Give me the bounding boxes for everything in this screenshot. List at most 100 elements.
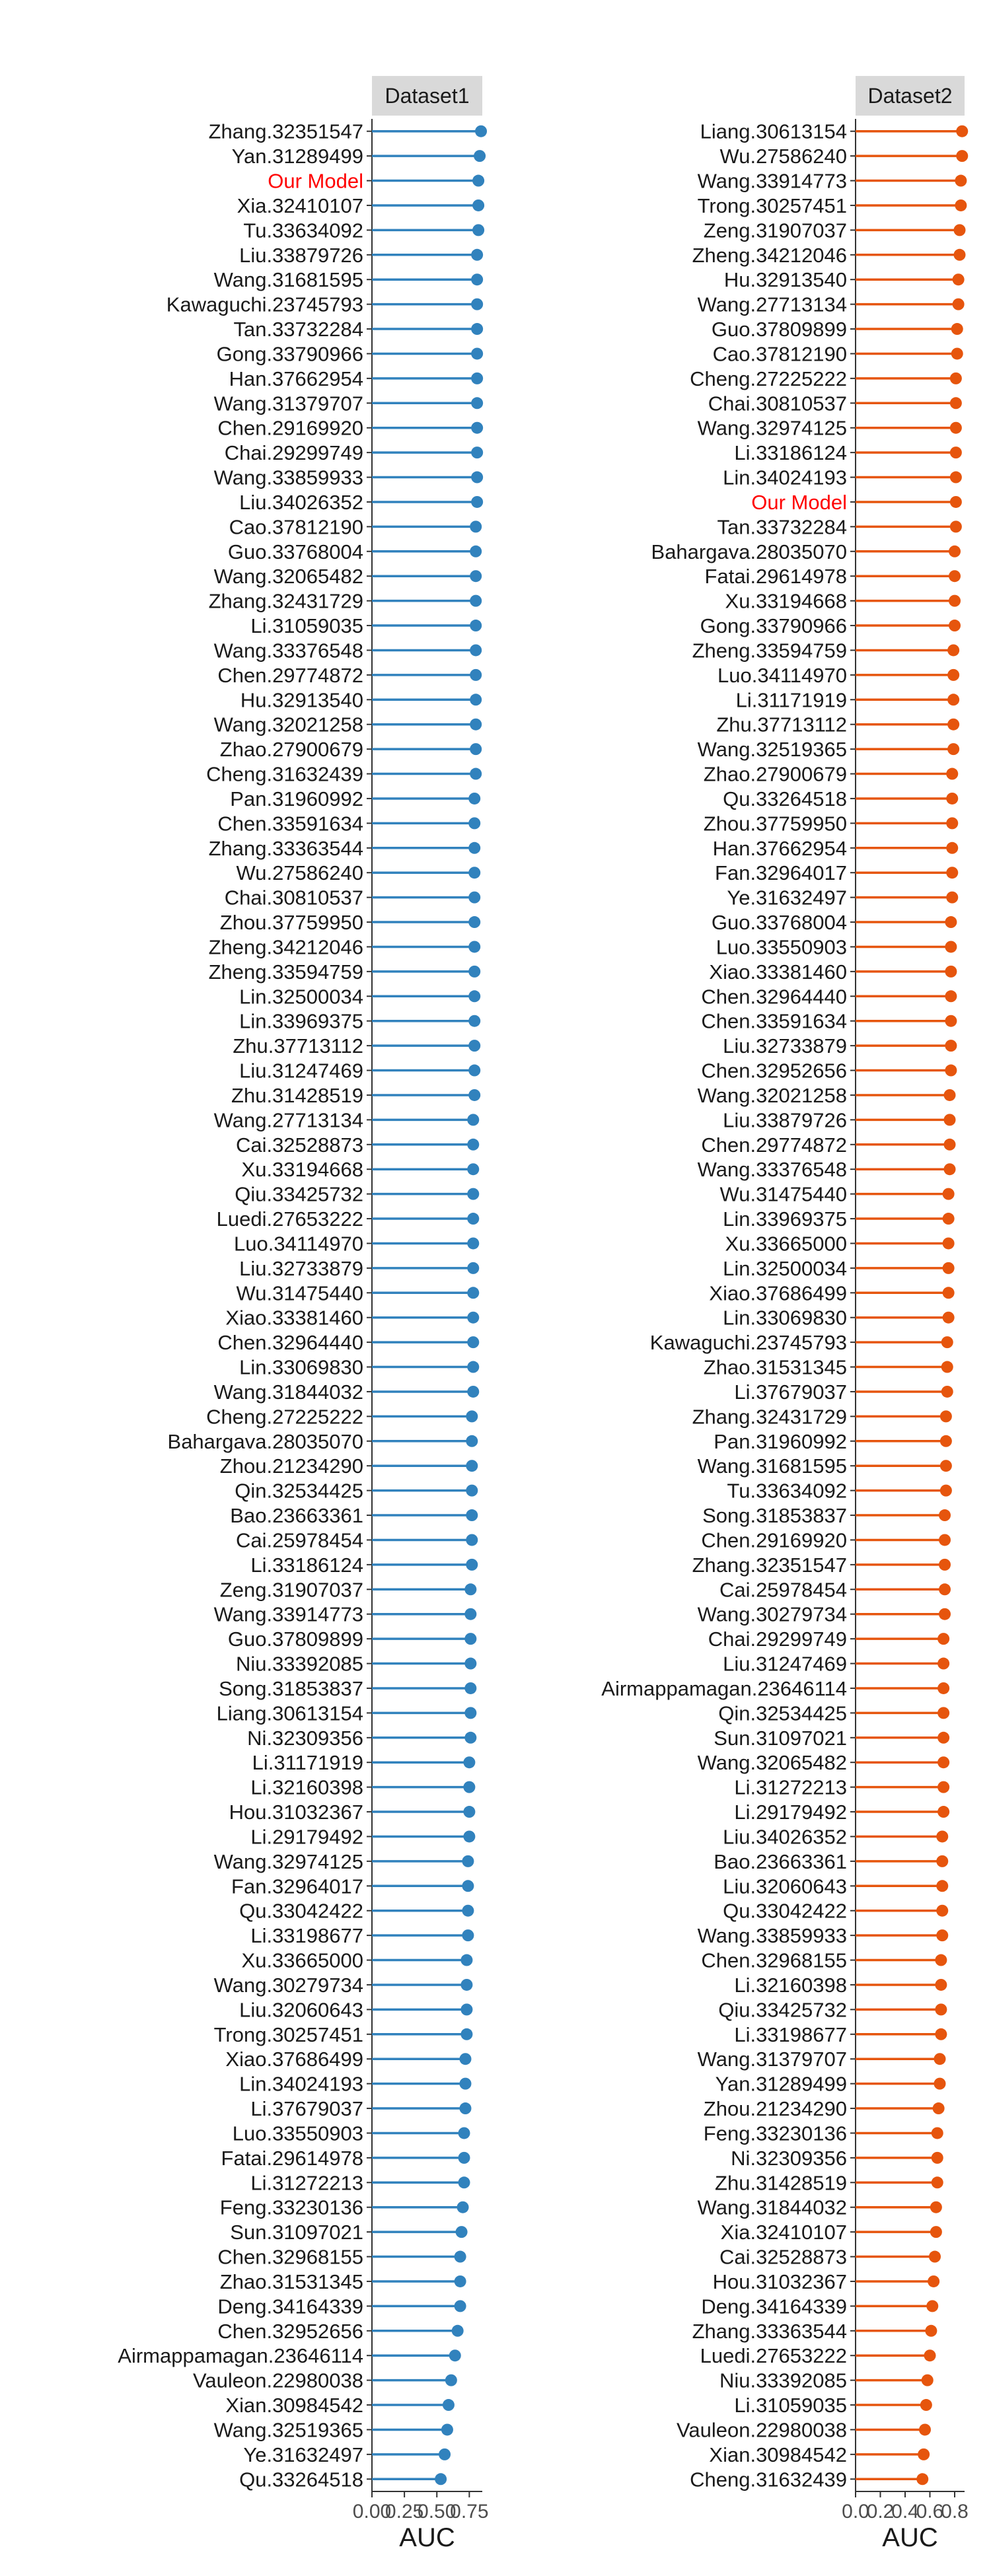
y-tick-label: Luedi.27653222	[700, 2344, 847, 2367]
lollipop-point	[470, 594, 482, 607]
y-tick-label: Chen.32964440	[701, 985, 847, 1008]
lollipop-point	[472, 199, 485, 211]
y-tick-label: Li.29179492	[250, 1825, 363, 1848]
y-tick-label: Wu.31475440	[720, 1183, 847, 1206]
y-tick-label: Li.31171919	[252, 1751, 363, 1774]
y-tick-label: Vauleon.22980038	[677, 2418, 847, 2441]
lollipop-point	[930, 2201, 942, 2213]
lollipop-point	[470, 644, 482, 657]
y-tick-label: Kawaguchi.23745793	[166, 293, 363, 316]
lollipop-point	[919, 2423, 931, 2436]
y-tick-label: Ni.32309356	[731, 2147, 847, 2170]
x-tick-label: 0.4	[891, 2501, 919, 2522]
y-tick-label: Liu.34026352	[723, 1825, 847, 1848]
lollipop-point	[470, 620, 482, 632]
y-tick-label: Trong.30257451	[698, 194, 847, 217]
y-tick-label: Zhang.32351547	[209, 120, 363, 143]
lollipop-point	[949, 594, 961, 607]
y-tick-label: Zeng.31907037	[220, 1578, 363, 1601]
lollipop-point	[939, 1435, 952, 1447]
lollipop-point	[946, 817, 959, 830]
lollipop-point	[932, 2102, 945, 2115]
y-tick-label: Niu.33392085	[236, 1653, 363, 1676]
y-tick-label: Hou.31032367	[713, 2270, 847, 2293]
lollipop-point	[458, 2127, 470, 2139]
lollipop-point	[942, 1262, 955, 1274]
y-tick-label: Liu.32060643	[239, 1998, 363, 2021]
y-tick-label: Zhu.37713112	[716, 713, 847, 736]
y-tick-label: Gong.33790966	[217, 342, 363, 365]
lollipop-point	[459, 2102, 472, 2115]
y-tick-label: Luo.34114970	[717, 664, 847, 687]
y-tick-label: Chen.33591634	[701, 1010, 847, 1033]
x-tick-label: 0.75	[450, 2501, 488, 2522]
lollipop-point	[466, 1410, 478, 1423]
y-tick-label: Xiao.33381460	[709, 960, 847, 984]
lollipop-point	[471, 372, 484, 384]
y-tick-label: Chen.33591634	[217, 812, 363, 835]
lollipop-point	[953, 248, 966, 261]
y-tick-label: Han.37662954	[229, 367, 363, 390]
y-tick-label: Li.31171919	[736, 688, 847, 711]
lollipop-point	[928, 2275, 940, 2287]
panel-2: Dataset2Liang.30613154Wu.27586240Wang.33…	[601, 76, 969, 2552]
y-tick-label: Xiao.37686499	[225, 2048, 363, 2071]
y-tick-label: Zhu.31428519	[231, 1084, 363, 1107]
lollipop-point	[943, 1089, 956, 1101]
lollipop-point	[941, 1336, 953, 1349]
y-tick-label: Cheng.31632439	[690, 2468, 847, 2491]
panel-strip	[372, 76, 482, 116]
lollipop-point	[454, 2250, 466, 2263]
y-tick-label: Qu.33042422	[239, 1900, 363, 1923]
y-tick-label: Sun.31097021	[714, 1727, 847, 1750]
lollipop-point	[939, 1509, 951, 1522]
lollipop-point	[467, 1287, 480, 1299]
y-tick-label: Fan.32964017	[715, 861, 847, 884]
lollipop-point	[470, 718, 482, 731]
y-tick-label: Lin.33069830	[239, 1356, 363, 1379]
lollipop-point	[945, 1040, 957, 1052]
y-tick-label: Chen.29774872	[701, 1133, 847, 1157]
y-tick-label: Zhang.32431729	[209, 590, 363, 613]
y-tick-label: Gong.33790966	[700, 614, 847, 637]
lollipop-point	[467, 1385, 480, 1398]
y-tick-label: Liu.32060643	[723, 1875, 847, 1898]
lollipop-point	[471, 248, 484, 261]
y-tick-label: Wang.32065482	[214, 565, 363, 588]
y-tick-label: Wang.32065482	[698, 1751, 847, 1774]
y-tick-label: Feng.33230136	[220, 2196, 363, 2219]
lollipop-point	[946, 891, 959, 904]
lollipop-point	[463, 1830, 476, 1843]
lollipop-point	[942, 1287, 955, 1299]
y-tick-label: Li.33198677	[250, 1924, 363, 1947]
y-tick-label: Xiao.37686499	[709, 1281, 847, 1305]
y-tick-label: Li.33198677	[734, 2023, 847, 2046]
lollipop-point	[464, 1583, 477, 1596]
lollipop-point	[455, 2226, 468, 2238]
y-tick-label: Luo.33550903	[716, 935, 847, 958]
y-tick-label: Liu.32733879	[723, 1034, 847, 1057]
lollipop-point	[941, 1361, 953, 1373]
lollipop-point	[470, 768, 482, 780]
y-tick-label: Li.29179492	[734, 1801, 847, 1824]
lollipop-point	[935, 1978, 947, 1991]
y-tick-label: Wu.31475440	[237, 1281, 363, 1305]
lollipop-point	[956, 125, 969, 137]
lollipop-point	[467, 1188, 480, 1200]
y-tick-label: Song.31853837	[219, 1677, 363, 1700]
y-tick-label: Fan.32964017	[231, 1875, 363, 1898]
x-axis-title: AUC	[882, 2523, 937, 2552]
y-tick-label: Wang.31379707	[698, 2048, 847, 2071]
lollipop-point	[471, 421, 484, 434]
lollipop-point	[945, 990, 957, 1003]
y-tick-label: Chai.29299749	[708, 1628, 847, 1651]
y-tick-label: Zhang.33363544	[692, 2320, 847, 2343]
lollipop-point	[937, 1781, 950, 1793]
lollipop-point	[471, 397, 484, 410]
lollipop-point	[466, 1534, 478, 1546]
lollipop-point	[949, 620, 961, 632]
lollipop-point	[936, 1855, 949, 1867]
y-tick-label: Zhu.37713112	[233, 1034, 363, 1057]
lollipop-point	[462, 1855, 474, 1867]
lollipop-point	[466, 1484, 478, 1497]
